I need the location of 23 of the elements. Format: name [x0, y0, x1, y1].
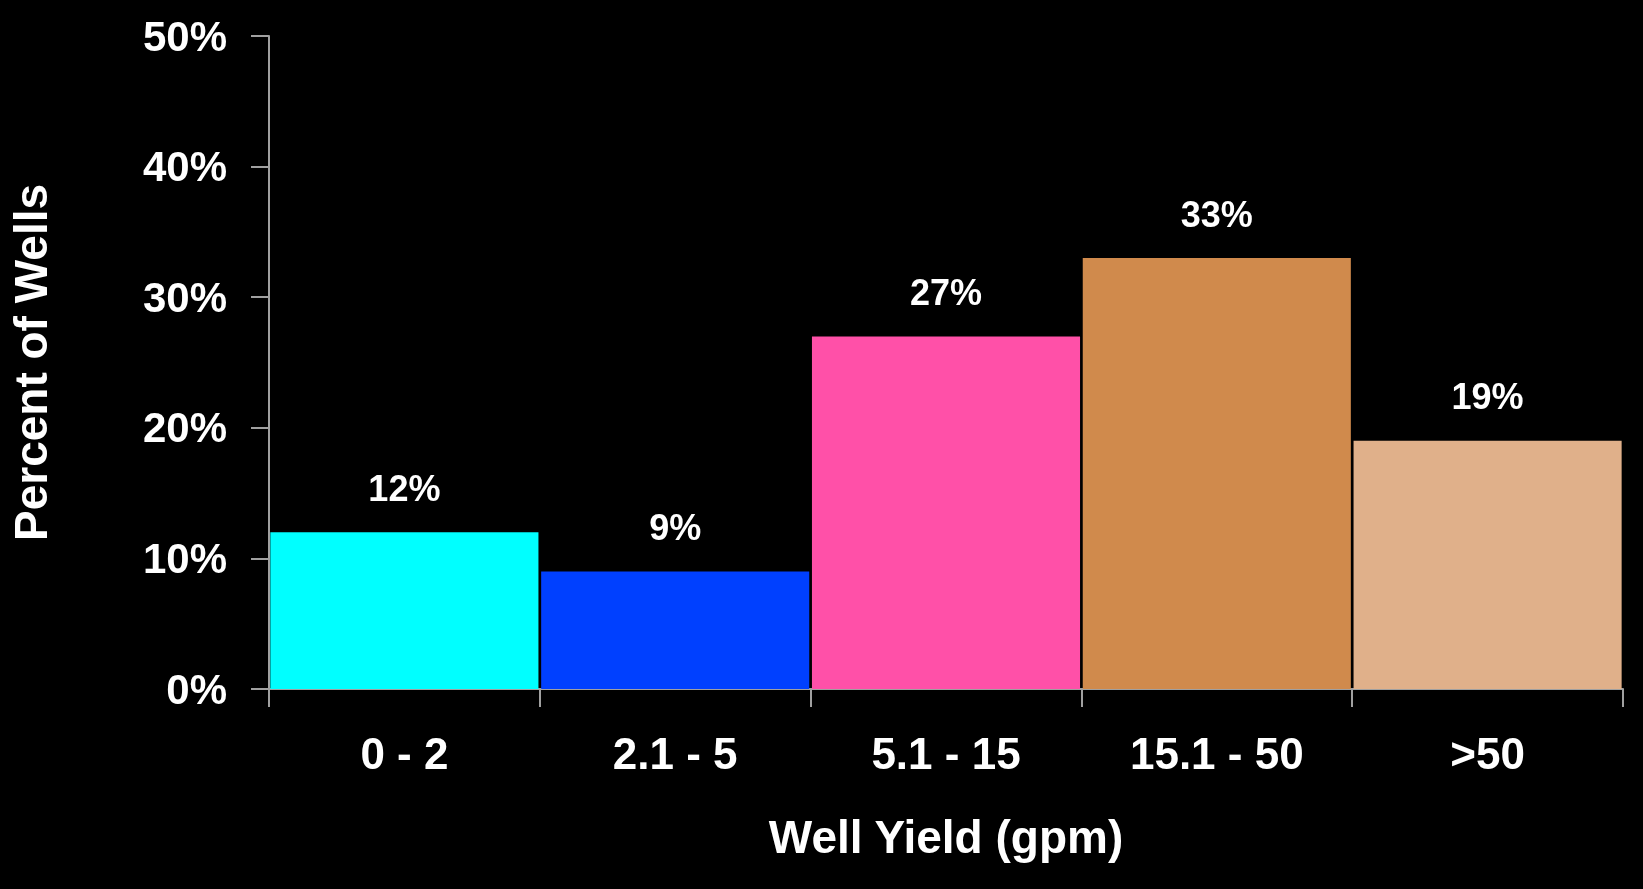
x-tick-label: 2.1 - 5 [612, 728, 738, 778]
y-tick-label: 0% [166, 665, 227, 713]
y-tick-label: 30% [142, 273, 227, 321]
bar [1353, 440, 1622, 689]
data-label: 19% [1451, 376, 1524, 418]
x-tick-label: 15.1 - 50 [1129, 728, 1304, 778]
data-label: 12% [368, 467, 441, 509]
x-axis-title: Well Yield (gpm) [768, 811, 1124, 863]
bar [811, 336, 1081, 689]
bar [541, 571, 810, 689]
x-tick-label: 0 - 2 [360, 728, 449, 778]
x-tick-label: >50 [1450, 728, 1525, 778]
x-tick-label: 5.1 - 15 [871, 728, 1021, 778]
data-label: 33% [1180, 193, 1253, 235]
y-tick-label: 10% [142, 534, 227, 582]
y-tick-label: 40% [142, 143, 227, 191]
data-label: 9% [649, 506, 702, 548]
y-axis-title: Percent of Wells [5, 183, 57, 542]
y-tick-label: 20% [142, 404, 227, 452]
bar [270, 532, 539, 689]
data-label: 27% [909, 271, 983, 313]
bar [1082, 258, 1351, 689]
y-tick-label: 50% [142, 12, 227, 60]
